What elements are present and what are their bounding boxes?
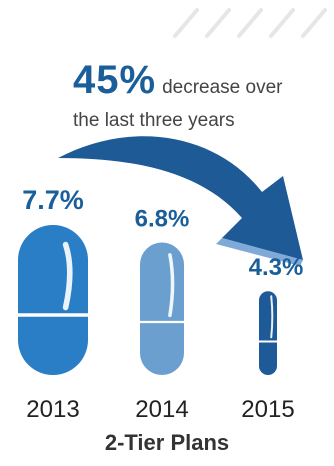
value-label-2014: 6.8%	[135, 206, 190, 233]
year-label-2015: 2015	[241, 396, 294, 423]
year-label-2014: 2014	[135, 396, 188, 423]
pill-bar-2013	[18, 225, 88, 375]
stripe	[301, 8, 327, 38]
pill-body	[259, 291, 277, 375]
pill-highlight	[168, 253, 175, 318]
diagonal-stripes-icon	[173, 8, 327, 38]
headline-percent: 45%	[73, 58, 157, 102]
trend-arrow-shape	[58, 136, 303, 260]
headline-text-line2: the last three years	[73, 110, 235, 131]
pill-bars: 7.7% 2013 6.8% 2014 4.3% 2015	[18, 185, 303, 423]
trend-arrow-shadow	[216, 218, 303, 266]
value-label-2015: 4.3%	[249, 254, 304, 281]
year-label-2013: 2013	[26, 396, 79, 423]
curved-arrow-icon	[58, 136, 303, 266]
pill-highlight	[270, 295, 274, 339]
stripe	[237, 8, 263, 38]
pill-bar-2014	[140, 242, 184, 375]
stripe	[205, 8, 231, 38]
pill-bar-2015	[259, 291, 277, 375]
value-label-2013: 7.7%	[22, 185, 84, 215]
pill-highlight	[62, 241, 73, 311]
stripe	[269, 8, 295, 38]
headline: 45% decrease over	[73, 58, 282, 103]
headline-text-line1: decrease over	[162, 77, 283, 98]
pill-body	[140, 242, 184, 375]
stripe	[173, 8, 199, 38]
chart-title: 2-Tier Plans	[104, 430, 230, 455]
pill-body	[18, 225, 88, 375]
